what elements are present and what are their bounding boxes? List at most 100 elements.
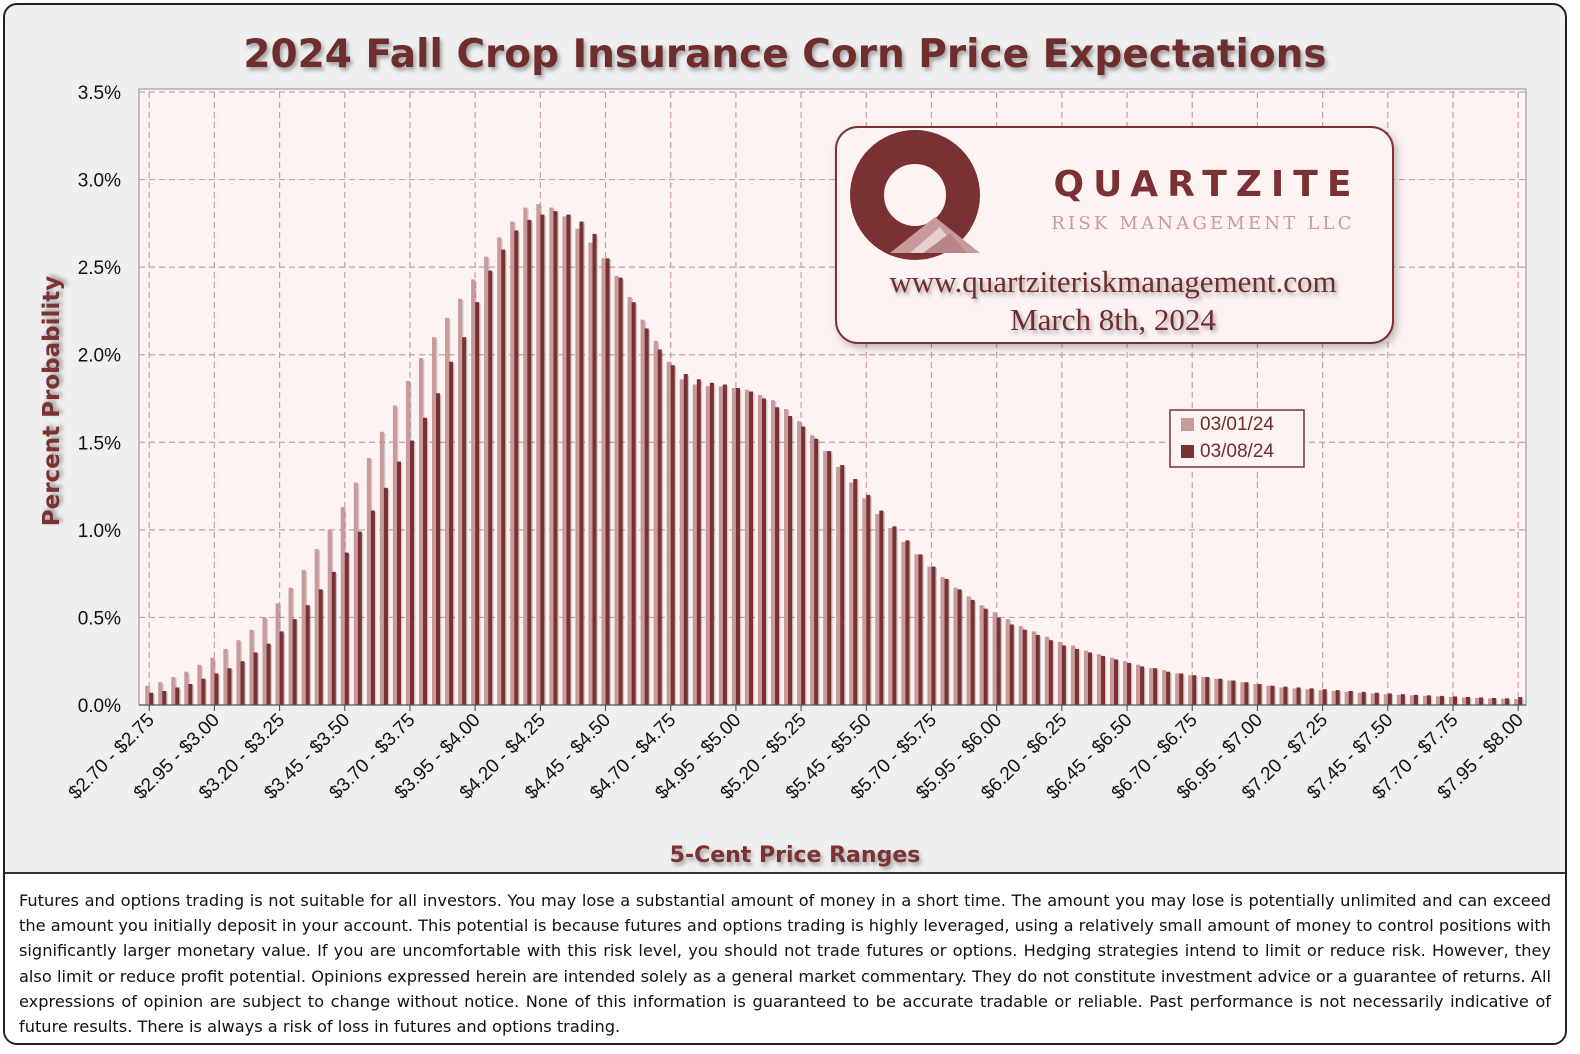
bar-series1 xyxy=(1149,668,1154,705)
bar-series2 xyxy=(1335,690,1340,705)
y-tick-label: 0.0% xyxy=(78,696,121,717)
bar-series2 xyxy=(449,361,454,705)
bar-series1 xyxy=(158,682,163,705)
legend: 03/01/24 03/08/24 xyxy=(1169,409,1305,468)
bar-series1 xyxy=(1305,689,1310,705)
logo-date: March 8th, 2024 xyxy=(1010,302,1216,337)
y-tick-label: 1.5% xyxy=(78,433,121,454)
bar-series2 xyxy=(331,571,336,705)
bar-series1 xyxy=(1331,690,1336,705)
bar-series2 xyxy=(1127,662,1132,705)
bar-series1 xyxy=(1070,645,1075,705)
bar-series1 xyxy=(471,279,476,705)
bar-series2 xyxy=(827,451,832,705)
bar-series2 xyxy=(462,337,467,705)
bar-series2 xyxy=(305,605,310,705)
bar-series2 xyxy=(657,349,662,705)
quartzite-logo-icon xyxy=(850,130,980,260)
bar-series1 xyxy=(458,298,463,705)
bar-series2 xyxy=(396,461,401,705)
bar-series1 xyxy=(1279,687,1284,705)
bar-series1 xyxy=(1514,699,1519,705)
bar-series2 xyxy=(1035,634,1040,705)
bar-series1 xyxy=(940,577,945,705)
bar-series1 xyxy=(653,340,658,705)
bar-series2 xyxy=(279,631,284,705)
chart-title: 2024 Fall Crop Insurance Corn Price Expe… xyxy=(243,32,1326,77)
bar-series1 xyxy=(810,435,815,705)
bar-series2 xyxy=(840,465,845,705)
bar-series2 xyxy=(201,678,206,705)
bar-series1 xyxy=(549,207,554,705)
bar-series2 xyxy=(722,384,727,705)
bar-series1 xyxy=(1370,693,1375,705)
y-tick-label: 3.5% xyxy=(78,83,121,104)
bar-series2 xyxy=(1492,697,1497,705)
bar-series2 xyxy=(1100,655,1106,705)
bar-series1 xyxy=(484,256,489,705)
bar-series2 xyxy=(1244,682,1249,705)
bar-series2 xyxy=(1270,685,1275,705)
bar-series2 xyxy=(1009,624,1014,705)
bar-series2 xyxy=(605,258,610,705)
bar-series1 xyxy=(1188,675,1193,705)
bar-series2 xyxy=(318,589,323,705)
bar-series2 xyxy=(1231,680,1236,705)
bar-series1 xyxy=(523,207,528,705)
bar-series2 xyxy=(1257,683,1262,705)
bar-series2 xyxy=(1413,694,1418,705)
bar-series2 xyxy=(592,233,597,705)
bar-series1 xyxy=(666,361,671,705)
bar-series2 xyxy=(1087,652,1092,705)
bar-series1 xyxy=(1292,688,1297,705)
bar-series1 xyxy=(1318,690,1323,705)
bar-series2 xyxy=(553,211,558,705)
bar-series1 xyxy=(184,671,189,705)
bar-series1 xyxy=(757,394,762,705)
bar-series2 xyxy=(1048,640,1053,705)
bar-series2 xyxy=(1218,678,1223,705)
bar-series1 xyxy=(392,405,397,705)
y-tick-label: 1.0% xyxy=(78,521,121,542)
bar-series1 xyxy=(1435,696,1440,705)
bar-series2 xyxy=(253,652,258,705)
bar-series2 xyxy=(761,398,767,705)
bar-series1 xyxy=(1253,683,1258,705)
bar-series2 xyxy=(227,668,232,705)
bar-series2 xyxy=(1452,696,1458,705)
bar-series1 xyxy=(1475,697,1480,705)
bar-series1 xyxy=(314,549,319,705)
bar-series1 xyxy=(1109,657,1115,705)
bar-series1 xyxy=(1240,682,1245,705)
bar-series2 xyxy=(488,270,493,705)
bar-series1 xyxy=(418,358,424,705)
bar-series2 xyxy=(1361,691,1366,705)
bar-series2 xyxy=(162,690,167,705)
bar-series1 xyxy=(445,317,450,705)
y-axis-label: Percent Probability xyxy=(39,276,65,527)
y-tick-label: 3.0% xyxy=(78,171,121,192)
bar-series1 xyxy=(1488,698,1493,705)
bar-series1 xyxy=(1357,692,1362,705)
bar-series1 xyxy=(1383,694,1388,705)
bar-series1 xyxy=(197,664,202,705)
bar-series1 xyxy=(236,640,241,705)
bar-series2 xyxy=(436,393,441,705)
bar-series2 xyxy=(1114,659,1119,705)
bar-series1 xyxy=(262,617,267,705)
bar-series1 xyxy=(1266,685,1271,705)
bar-series1 xyxy=(1123,661,1128,705)
bar-series2 xyxy=(1074,648,1079,705)
bar-series2 xyxy=(866,494,871,705)
bar-series1 xyxy=(718,386,723,705)
bar-series1 xyxy=(288,587,293,705)
bar-series2 xyxy=(566,214,571,705)
bar-series1 xyxy=(301,570,306,705)
bar-series2 xyxy=(1153,668,1158,705)
bar-series1 xyxy=(171,676,176,705)
bar-series2 xyxy=(475,302,480,705)
bar-series2 xyxy=(1466,696,1471,705)
bar-series2 xyxy=(696,379,701,705)
bar-series1 xyxy=(379,431,384,705)
bar-series2 xyxy=(1439,695,1444,705)
